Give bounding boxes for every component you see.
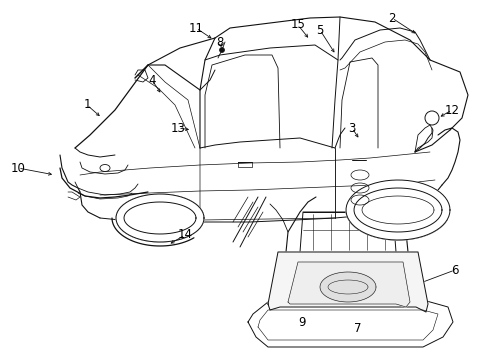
Polygon shape	[287, 262, 409, 307]
Text: 10: 10	[11, 162, 25, 175]
Text: 7: 7	[353, 321, 361, 334]
Polygon shape	[247, 300, 452, 347]
Text: 1: 1	[83, 99, 91, 112]
Text: 8: 8	[216, 36, 223, 49]
Polygon shape	[319, 272, 375, 302]
Polygon shape	[346, 180, 449, 240]
Text: 15: 15	[290, 18, 305, 31]
Text: 5: 5	[316, 23, 323, 36]
Text: 6: 6	[450, 264, 458, 276]
Polygon shape	[116, 194, 203, 242]
Text: 14: 14	[177, 229, 192, 242]
Polygon shape	[267, 252, 427, 312]
Text: 13: 13	[170, 122, 185, 135]
Text: 9: 9	[298, 315, 305, 328]
Text: 3: 3	[347, 122, 355, 135]
Text: 2: 2	[387, 12, 395, 24]
Text: 4: 4	[148, 73, 156, 86]
Text: 11: 11	[188, 22, 203, 35]
Circle shape	[219, 48, 224, 53]
Text: 12: 12	[444, 104, 459, 117]
